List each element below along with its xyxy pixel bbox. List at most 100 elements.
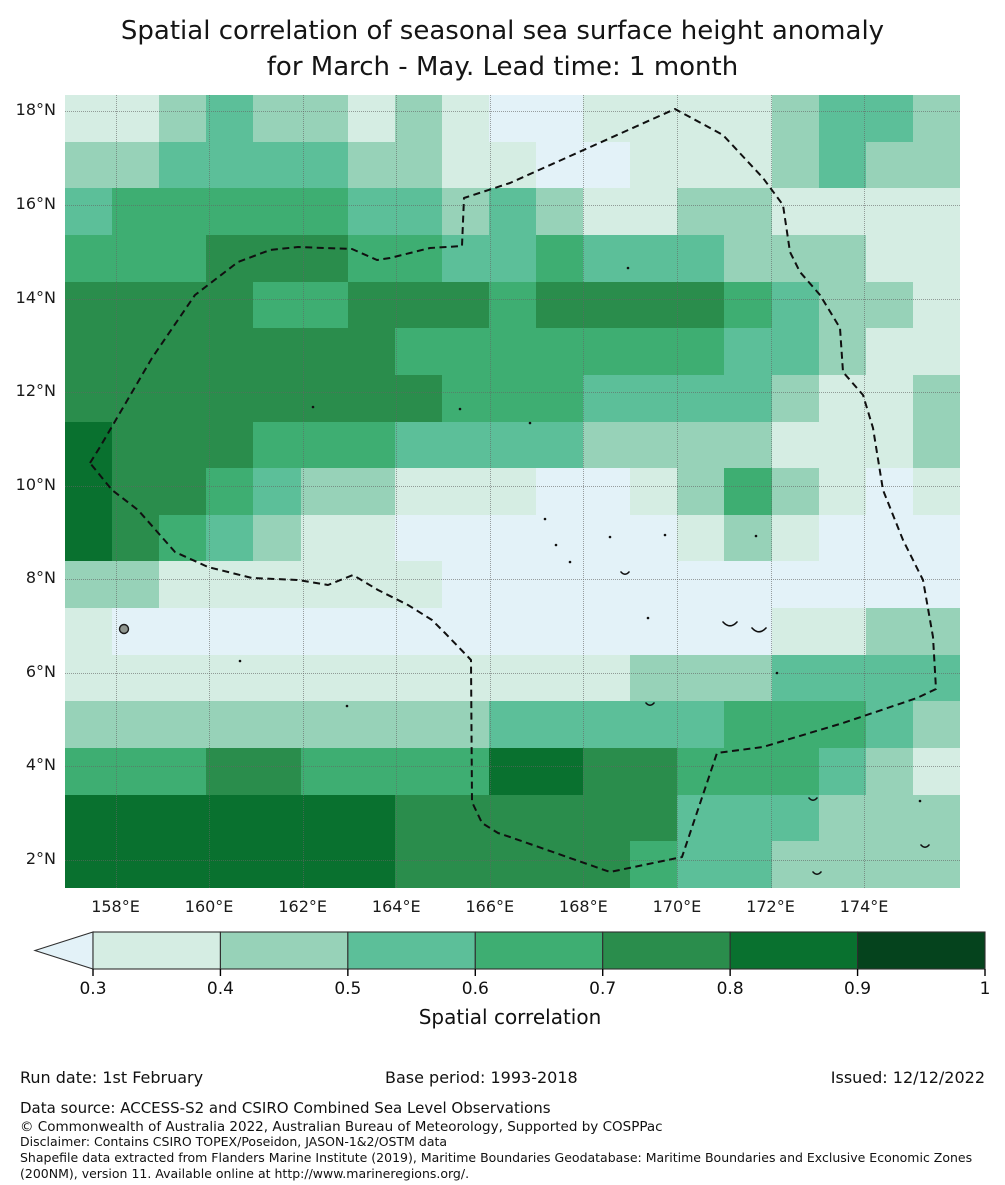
disclaimer-text: Disclaimer: Contains CSIRO TOPEX/Poseido…	[20, 1134, 448, 1149]
heatmap-cell	[583, 748, 631, 795]
heatmap-cell	[583, 328, 631, 375]
heatmap-cell	[724, 561, 772, 609]
heatmap-cell	[912, 281, 960, 329]
heatmap-cell	[818, 421, 866, 469]
heatmap-cell	[441, 468, 489, 515]
island-marker	[775, 671, 779, 675]
heatmap-cell	[159, 141, 207, 189]
y-tick-label: 2°N	[25, 848, 56, 868]
heatmap-cell	[65, 374, 113, 422]
heatmap-cell	[536, 514, 584, 562]
heatmap-cell	[818, 234, 866, 282]
heatmap-cell	[253, 421, 301, 469]
heatmap-cell	[865, 701, 913, 749]
heatmap-cell	[394, 141, 442, 189]
heatmap-cell	[677, 374, 725, 422]
colorbar-tick-label: 0.3	[79, 979, 107, 999]
heatmap-cell	[818, 374, 866, 422]
island-marker	[646, 616, 650, 620]
heatmap-cell	[394, 608, 442, 655]
heatmap-cell	[818, 608, 866, 655]
x-tick-label: 164°E	[371, 897, 421, 916]
heatmap-cell	[65, 514, 113, 562]
heatmap-cell	[818, 561, 866, 609]
heatmap-cell	[630, 654, 678, 702]
heatmap-cell	[771, 281, 819, 329]
heatmap-cell	[347, 281, 395, 329]
heatmap-cell	[724, 328, 772, 375]
heatmap-cell	[206, 95, 254, 142]
heatmap-cell	[771, 188, 819, 235]
heatmap-cell	[912, 234, 960, 282]
heatmap-cell	[394, 468, 442, 515]
heatmap-cell	[112, 748, 160, 795]
colorbar-caption: Spatial correlation	[418, 1005, 602, 1029]
heatmap-cell	[536, 95, 584, 142]
heatmap-cell	[112, 281, 160, 329]
heatmap-cell	[159, 514, 207, 562]
page-title: Spatial correlation of seasonal sea surf…	[0, 13, 1005, 85]
heatmap-cell	[488, 748, 537, 795]
heatmap-cell	[536, 748, 584, 795]
x-tick-label: 168°E	[559, 897, 608, 916]
heatmap-cell	[253, 188, 301, 235]
heatmap-cell	[912, 794, 960, 842]
horizontal-gridline	[65, 766, 960, 768]
heatmap-cell	[65, 794, 113, 842]
heatmap-cell	[253, 841, 301, 888]
heatmap-cell	[536, 234, 584, 282]
heatmap-cell	[394, 841, 442, 888]
heatmap-cell	[771, 608, 819, 655]
heatmap-cell	[347, 794, 395, 842]
colorbar-tick-label: 0.5	[334, 979, 362, 999]
heatmap-cell	[394, 421, 442, 469]
heatmap-cell	[159, 608, 207, 655]
heatmap-cell	[865, 841, 913, 888]
heatmap-cell	[630, 608, 678, 655]
heatmap-cell	[65, 95, 113, 142]
heatmap-cell	[912, 748, 960, 795]
heatmap-cell	[630, 514, 678, 562]
heatmap-cell	[630, 374, 678, 422]
heatmap-cell	[347, 188, 395, 235]
heatmap-cell	[159, 234, 207, 282]
shapefile-text: Shapefile data extracted from Flanders M…	[20, 1150, 973, 1181]
heatmap-cell	[347, 374, 395, 422]
heatmap-cell	[112, 654, 160, 702]
vertical-gridline	[583, 95, 585, 888]
heatmap-cell	[112, 328, 160, 375]
heatmap-cell	[677, 701, 725, 749]
island-marker	[345, 704, 349, 708]
heatmap-cells	[65, 95, 960, 888]
heatmap-cell	[630, 561, 678, 609]
heatmap-cell	[771, 654, 819, 702]
heatmap-cell	[206, 701, 254, 749]
heatmap-cell	[159, 95, 207, 142]
heatmap-cell	[253, 701, 301, 749]
island-marker	[812, 871, 822, 875]
heatmap-cell	[488, 514, 537, 562]
heatmap-cell	[112, 841, 160, 888]
vertical-gridline	[302, 95, 304, 888]
vertical-gridline	[676, 95, 678, 888]
heatmap-cell	[488, 95, 537, 142]
heatmap-cell	[347, 608, 395, 655]
heatmap-cell	[347, 514, 395, 562]
heatmap-cell	[912, 95, 960, 142]
heatmap-cell	[159, 281, 207, 329]
heatmap-cell	[536, 701, 584, 749]
heatmap-cell	[347, 748, 395, 795]
vertical-gridline	[209, 95, 211, 888]
heatmap-cell	[677, 468, 725, 515]
y-tick-label: 8°N	[25, 568, 56, 588]
colorbar-segment	[92, 931, 221, 970]
colorbar: 0.3 0.4 0.5 0.6 0.7 0.8 0.9 1 Spatial correlati…	[0, 931, 1005, 1041]
heatmap-cell	[630, 328, 678, 375]
island-marker	[808, 797, 818, 801]
horizontal-gridline	[65, 579, 960, 581]
heatmap-cell	[206, 374, 254, 422]
heatmap-cell	[771, 561, 819, 609]
heatmap-cell	[300, 561, 348, 609]
colorbar-under-arrow	[33, 931, 94, 970]
heatmap-cell	[441, 328, 489, 375]
